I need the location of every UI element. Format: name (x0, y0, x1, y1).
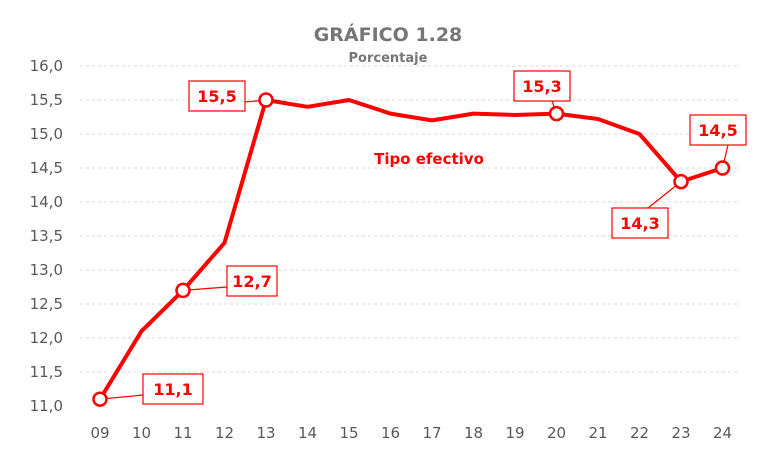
y-tick-label: 14,0 (30, 193, 63, 211)
x-tick-label: 14 (298, 424, 317, 442)
y-tick-label: 15,0 (30, 125, 63, 143)
data-label: 11,1 (153, 380, 192, 399)
series-line (98, 98, 725, 402)
x-tick-label: 22 (630, 424, 649, 442)
x-tick-label: 20 (547, 424, 566, 442)
series-layer (98, 98, 725, 402)
data-label: 14,5 (698, 121, 737, 140)
chart-title: GRÁFICO 1.28 (314, 23, 463, 46)
x-tick-label: 10 (132, 424, 151, 442)
y-tick-label: 14,5 (30, 159, 63, 177)
x-tick-label: 12 (215, 424, 234, 442)
x-tick-label: 09 (90, 424, 109, 442)
data-point-marker (92, 391, 108, 407)
x-tick-label: 23 (671, 424, 690, 442)
callout-box (513, 70, 571, 102)
callout-box (188, 80, 246, 112)
x-tick-label: 21 (588, 424, 607, 442)
callout-box (611, 207, 669, 239)
data-label: 14,3 (620, 214, 659, 233)
x-tick-label: 16 (381, 424, 400, 442)
data-label: 12,7 (232, 272, 271, 291)
data-point-marker (175, 282, 191, 299)
y-tick-label: 16,0 (30, 57, 63, 75)
data-point-marker (714, 160, 731, 176)
y-tick-label: 15,5 (30, 91, 63, 109)
chart-subtitle: Porcentaje (349, 51, 428, 66)
x-tick-label: 24 (713, 424, 732, 442)
x-tick-label: 19 (505, 424, 524, 442)
callout-box (142, 373, 204, 405)
y-tick-label: 13,5 (30, 227, 63, 245)
x-tick-label: 17 (422, 424, 441, 442)
y-tick-label: 11,0 (30, 397, 63, 415)
data-label: 15,5 (197, 87, 236, 106)
x-tick-label: 13 (256, 424, 275, 442)
data-point-marker (548, 105, 565, 122)
y-axis: 11,0 11,5 12,0 12,5 13,0 13,5 14,0 14,5 15,0 15,5… (30, 57, 63, 415)
series-label: Tipo efectivo (374, 150, 484, 168)
y-tick-label: 11,5 (30, 363, 63, 381)
data-callouts: 11,1 12,7 15,5 15,3 14,3 14,5 (92, 70, 747, 407)
data-point-marker (673, 173, 689, 190)
x-tick-label: 15 (339, 424, 358, 442)
y-tick-label: 12,5 (30, 295, 63, 313)
callout-box (226, 265, 278, 297)
x-axis: 09 10 11 12 13 14 15 16 17 18 19 20 21 22 23 24 (90, 424, 732, 442)
y-tick-label: 13,0 (30, 261, 63, 279)
data-point-marker (258, 92, 274, 108)
y-tick-label: 12,0 (30, 329, 63, 347)
x-tick-label: 11 (173, 424, 192, 442)
x-tick-label: 18 (464, 424, 483, 442)
callout-box (689, 114, 747, 146)
data-label: 15,3 (522, 77, 561, 96)
